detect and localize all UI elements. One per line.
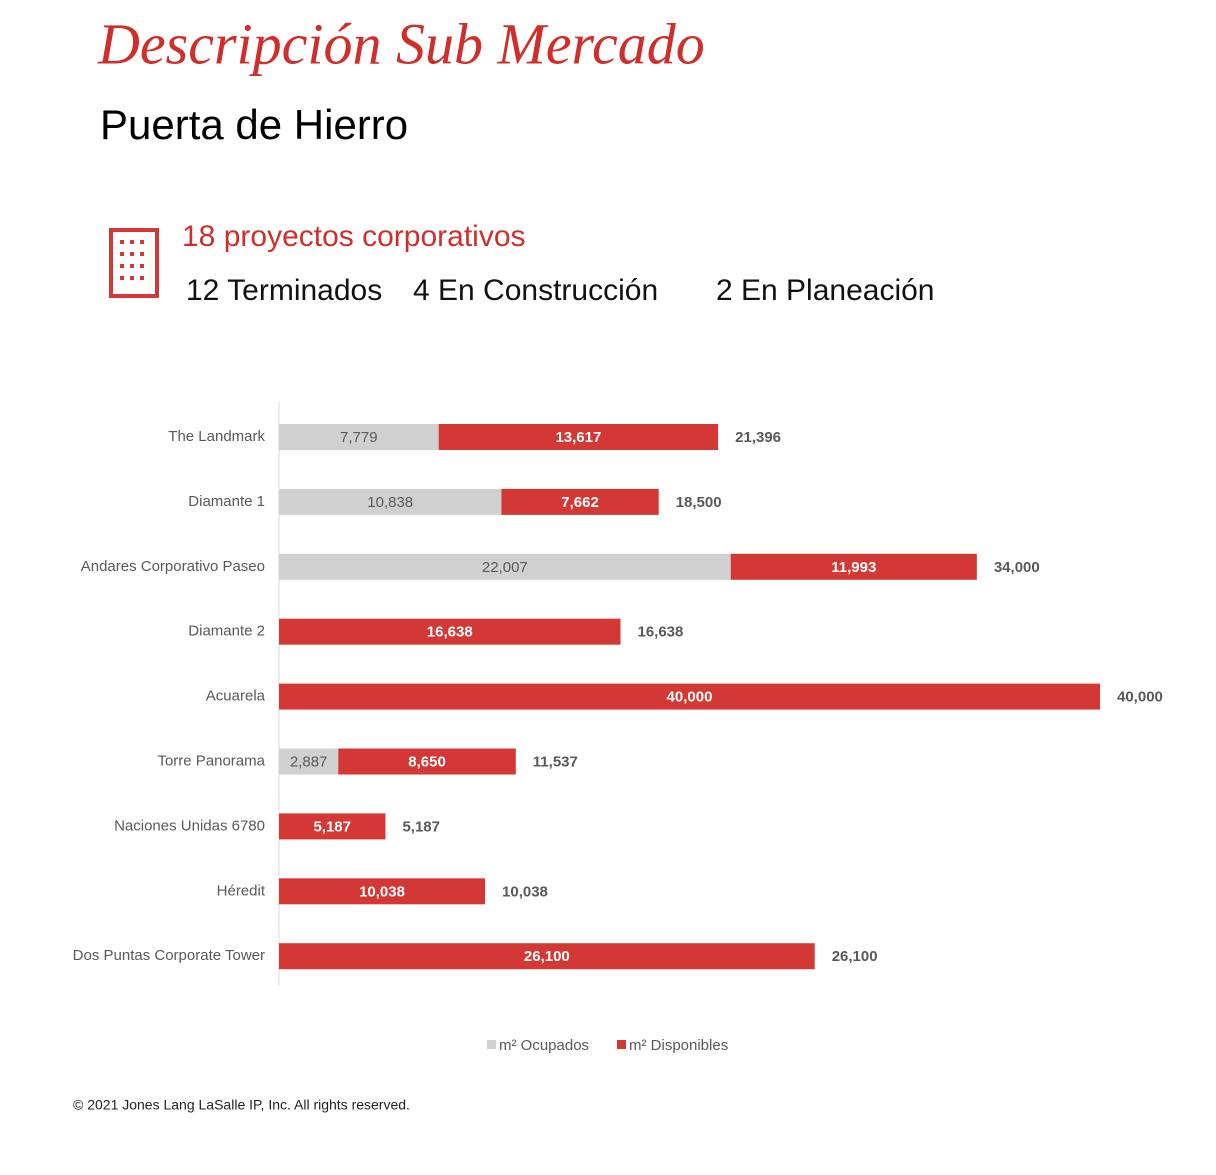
stat: 12 Terminados: [186, 274, 382, 307]
bar-segment: [279, 553, 731, 580]
segment-label: 10,038: [359, 883, 405, 900]
category-label: Héredit: [217, 882, 266, 899]
bar-segment: [279, 488, 502, 515]
category-label: Naciones Unidas 6780: [114, 817, 265, 834]
legend-swatch: [617, 1040, 626, 1049]
bar-segment: [279, 424, 439, 450]
total-label: 21,396: [735, 429, 781, 446]
bar-segment: [279, 878, 486, 905]
segment-label: 26,100: [524, 948, 570, 965]
bar-segment: [338, 748, 516, 775]
total-label: 34,000: [994, 559, 1040, 576]
bar-segment: [279, 943, 815, 970]
segment-label: 11,993: [831, 559, 876, 576]
total-label: 18,500: [676, 494, 722, 511]
category-label: Acuarela: [206, 688, 266, 705]
headline: 18 proyectos corporativos: [182, 220, 526, 253]
bar-segment: [501, 488, 659, 515]
segment-label: 22,007: [482, 559, 528, 576]
subtitle: Puerta de Hierro: [100, 101, 408, 148]
footer: © 2021 Jones Lang LaSalle IP, Inc. All r…: [73, 1097, 410, 1113]
segment-label: 5,187: [313, 818, 351, 835]
bar-segment: [279, 618, 621, 645]
bar-segment: [438, 424, 719, 450]
legend-label: m² Disponibles: [629, 1037, 728, 1054]
bar-segment: [730, 553, 977, 580]
segment-label: 13,617: [555, 429, 601, 446]
total-label: 11,537: [533, 753, 578, 770]
segment-label: 40,000: [667, 689, 713, 706]
total-label: 10,038: [502, 883, 548, 900]
bar-segment: [279, 683, 1100, 710]
category-label: Torre Panorama: [157, 752, 265, 769]
bar-segment: [279, 813, 386, 840]
category-label: Dos Puntas Corporate Tower: [73, 947, 265, 964]
total-label: 26,100: [832, 948, 878, 965]
segment-label: 7,662: [561, 494, 599, 511]
title: Descripción Sub Mercado: [97, 11, 705, 76]
segment-label: 7,779: [340, 429, 378, 446]
total-label: 5,187: [402, 818, 440, 835]
category-label: Andares Corporativo Paseo: [81, 558, 265, 575]
segment-label: 10,838: [367, 494, 413, 511]
segment-label: 2,887: [290, 753, 328, 770]
category-label: The Landmark: [168, 428, 265, 445]
category-label: Diamante 1: [188, 493, 265, 510]
bar-segment: [279, 748, 339, 775]
building-icon: [109, 228, 159, 298]
stat: 2 En Planeación: [716, 274, 935, 307]
segment-label: 8,650: [408, 753, 446, 770]
segment-label: 16,638: [427, 624, 473, 641]
category-label: Diamante 2: [188, 623, 265, 640]
legend-label: m² Ocupados: [499, 1037, 589, 1054]
legend-swatch: [487, 1040, 496, 1049]
stat: 4 En Construcción: [413, 274, 658, 307]
total-label: 16,638: [637, 624, 683, 641]
total-label: 40,000: [1117, 689, 1163, 706]
